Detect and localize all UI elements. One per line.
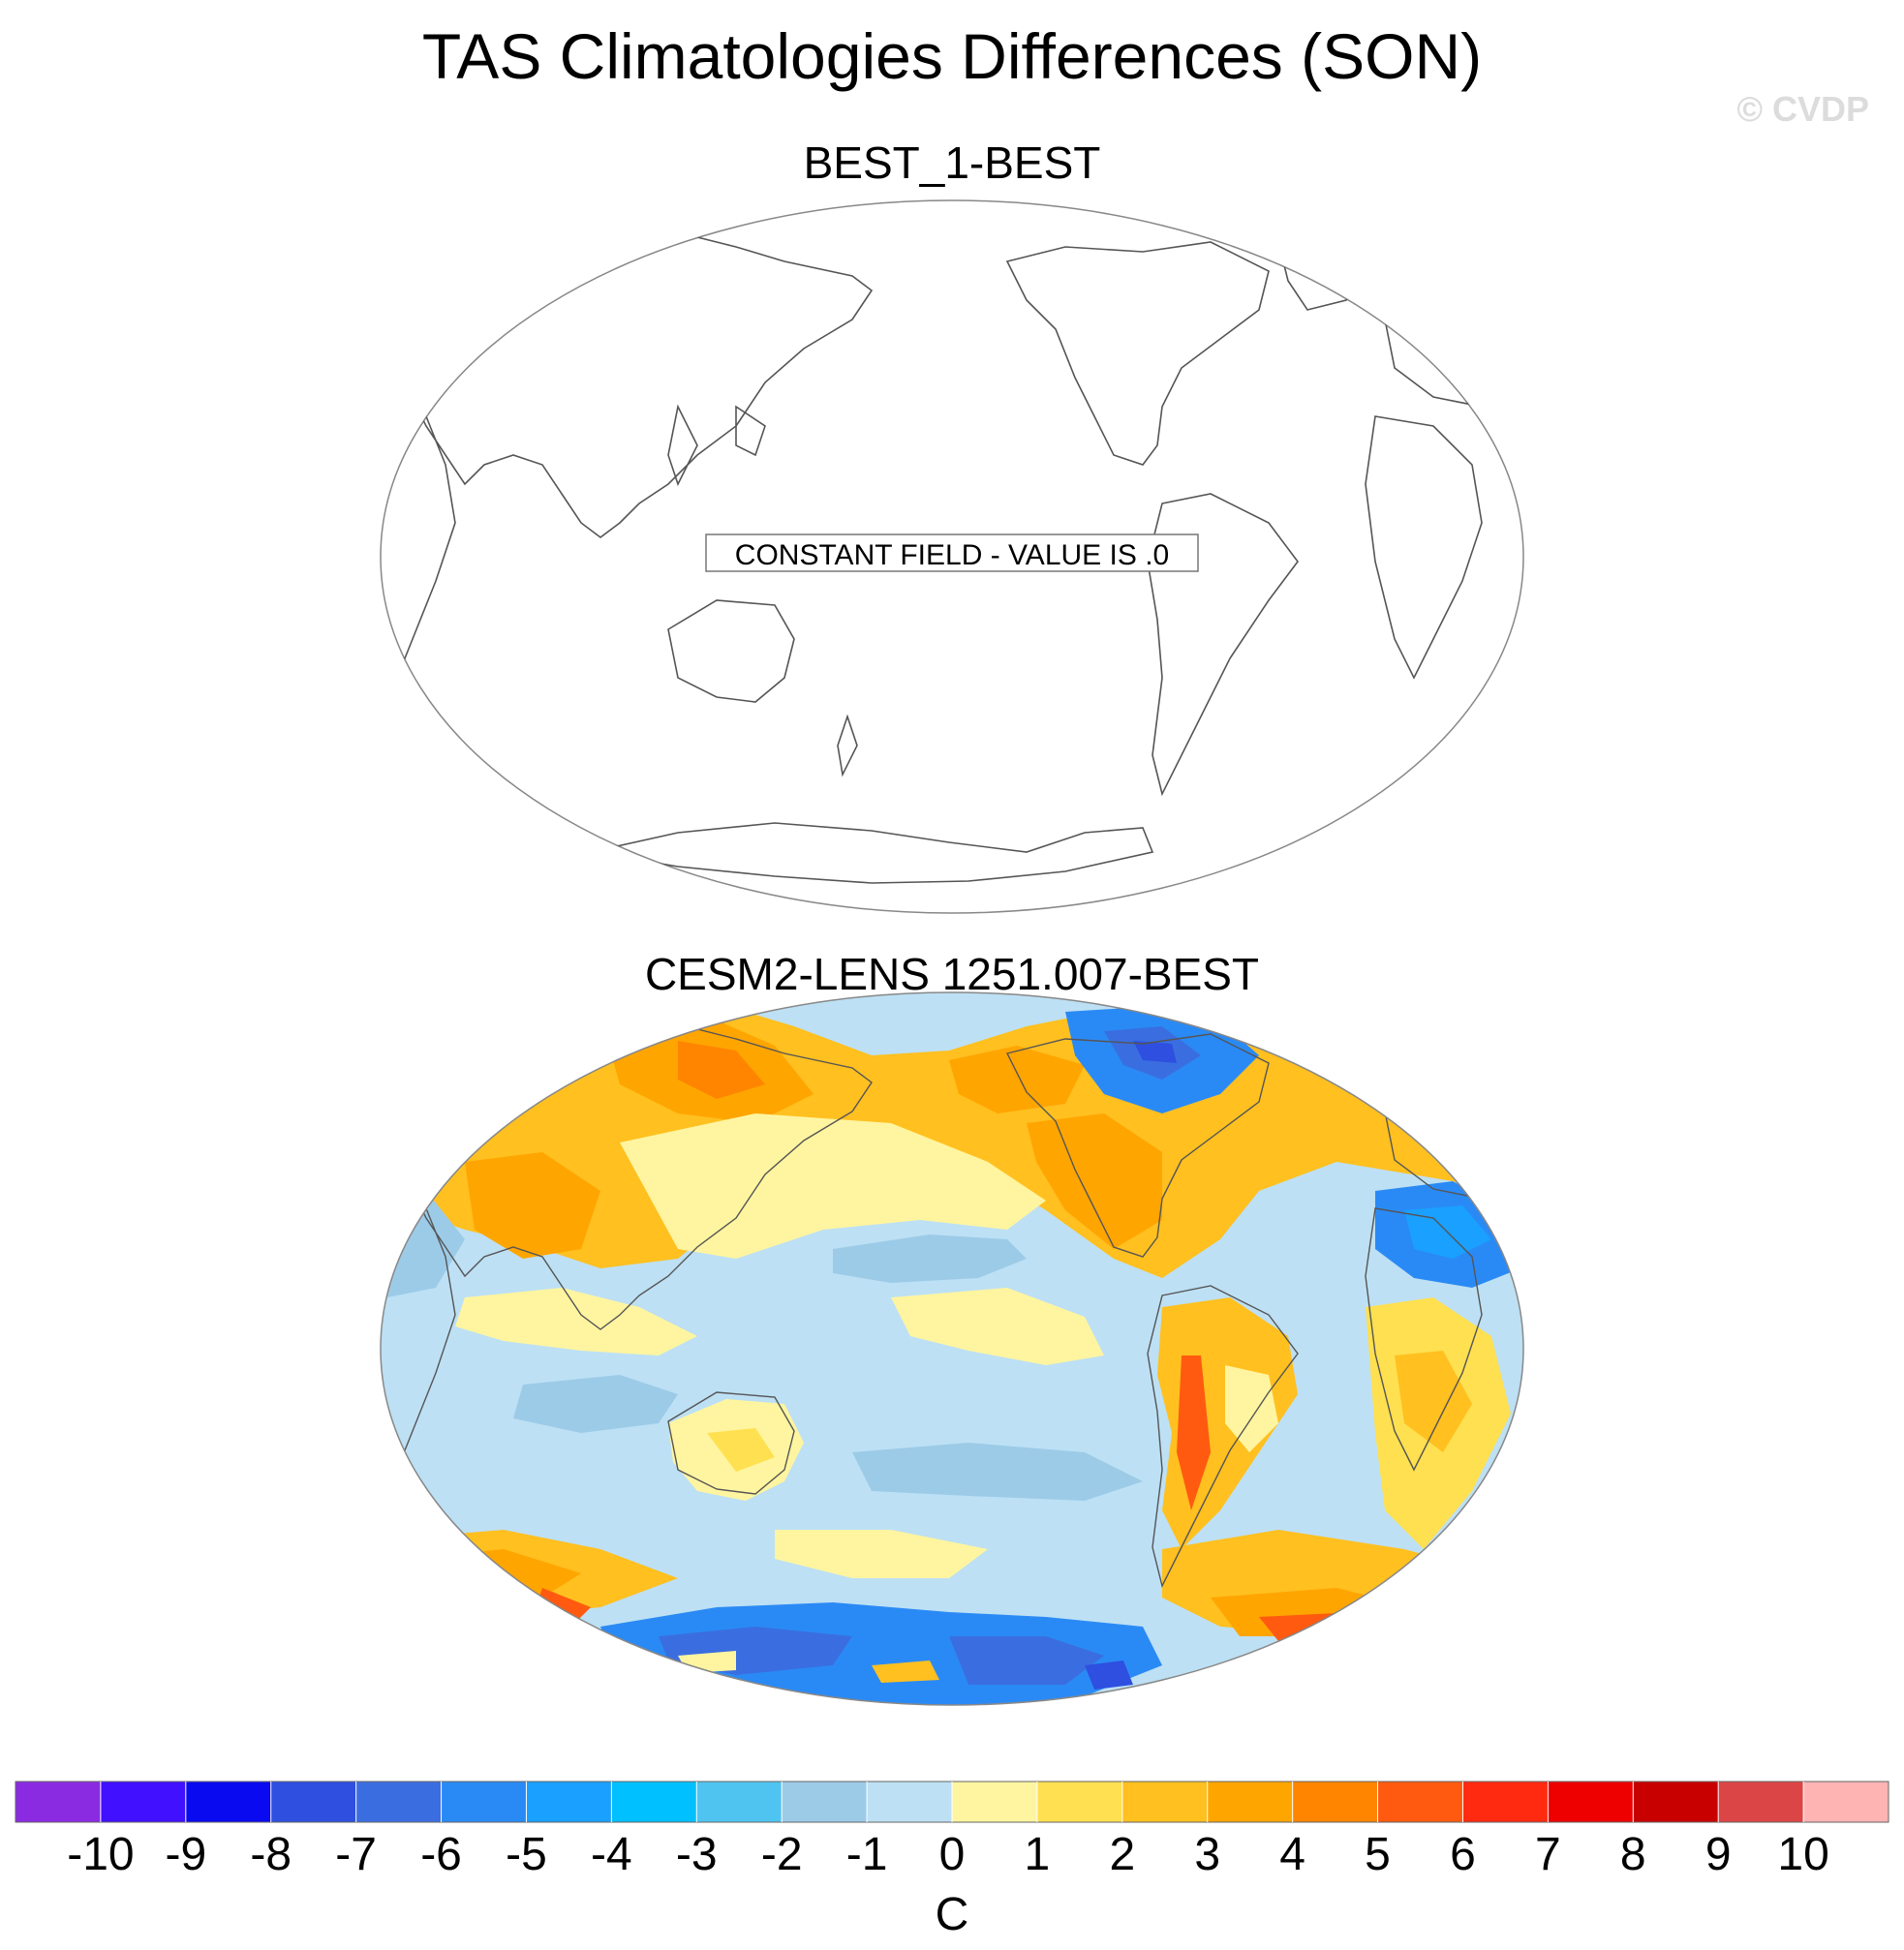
colorbar-swatch: [1633, 1782, 1719, 1822]
colorbar-tick-label: 2: [1109, 1829, 1136, 1880]
colorbar-tick-label: 7: [1535, 1829, 1561, 1880]
colorbar-tick-label: -5: [506, 1829, 547, 1880]
map-panel-2: [380, 991, 1524, 1706]
colorbar-swatch: [355, 1782, 443, 1822]
colorbar-swatch: [696, 1782, 783, 1822]
colorbar-tick-label: -6: [420, 1829, 462, 1880]
colorbar-swatch: [1207, 1782, 1294, 1822]
colorbar-swatch: [867, 1782, 953, 1822]
colorbar-tick-label: 6: [1450, 1829, 1476, 1880]
panel-2-title: CESM2-LENS 1251.007-BEST: [644, 949, 1260, 999]
panel-1-title: BEST_1-BEST: [803, 137, 1101, 188]
watermark: © CVDP: [1736, 89, 1869, 129]
colorbar-tick-label: -10: [67, 1829, 135, 1880]
colorbar-tick-label: 3: [1194, 1829, 1221, 1880]
colorbar-units: C: [935, 1889, 969, 1940]
colorbar-tick-label: -1: [845, 1829, 888, 1880]
colorbar-swatch: [611, 1782, 697, 1822]
colorbar-tick-label: -9: [165, 1829, 207, 1880]
colorbar-swatch: [185, 1782, 272, 1822]
map-panel-1: CONSTANT FIELD - VALUE IS .0: [380, 199, 1524, 914]
colorbar-swatch: [1377, 1782, 1463, 1822]
colorbar-tick-label: -3: [675, 1829, 718, 1880]
constant-field-label: CONSTANT FIELD - VALUE IS .0: [735, 539, 1169, 571]
colorbar-tick-label: -8: [250, 1829, 292, 1880]
colorbar-swatch: [15, 1782, 102, 1822]
colorbar-tick-label: 0: [938, 1829, 966, 1880]
colorbar-swatch: [952, 1782, 1038, 1822]
colorbar-tick-label: 9: [1704, 1829, 1732, 1880]
colorbar-swatch: [1462, 1782, 1549, 1822]
colorbar-tick-label: -4: [591, 1829, 632, 1880]
colorbar-swatch: [270, 1782, 357, 1822]
colorbar-swatch: [100, 1782, 187, 1822]
colorbar-swatch: [1548, 1782, 1634, 1822]
colorbar-swatch: [1121, 1782, 1209, 1822]
colorbar-swatch: [526, 1782, 612, 1822]
colorbar-tick-label: -7: [335, 1829, 377, 1880]
colorbar-tick-label: 1: [1024, 1829, 1051, 1880]
constant-field-box: CONSTANT FIELD - VALUE IS .0: [705, 533, 1199, 572]
colorbar: [15, 1781, 1889, 1823]
colorbar-swatch: [1718, 1782, 1804, 1822]
colorbar-swatch: [1036, 1782, 1123, 1822]
map-2-frame: [380, 991, 1524, 1706]
colorbar-swatch: [1803, 1782, 1889, 1822]
colorbar-tick-label: 5: [1365, 1829, 1391, 1880]
colorbar-tick-label: 10: [1777, 1829, 1829, 1880]
colorbar-tick-label: 4: [1279, 1829, 1305, 1880]
colorbar-swatch: [782, 1782, 868, 1822]
colorbar-tick-label: -2: [760, 1829, 803, 1880]
colorbar-swatch: [1292, 1782, 1379, 1822]
colorbar-swatch: [441, 1782, 527, 1822]
figure-title: TAS Climatologies Differences (SON): [421, 20, 1483, 92]
colorbar-tick-label: 8: [1619, 1829, 1646, 1880]
